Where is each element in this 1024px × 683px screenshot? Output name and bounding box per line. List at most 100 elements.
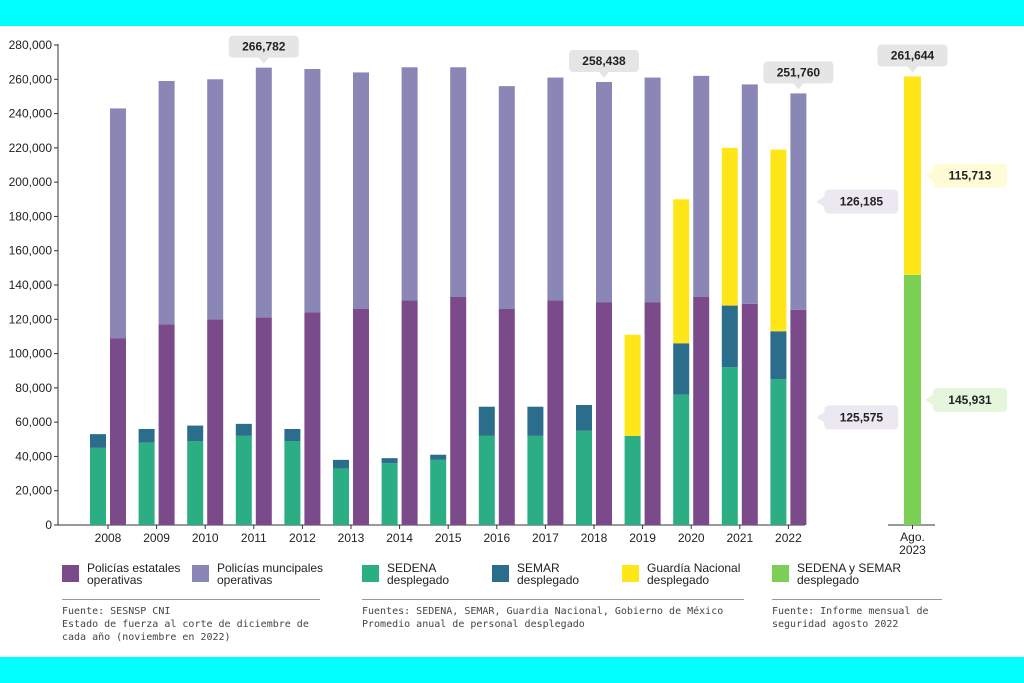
bar-segment (644, 77, 661, 303)
x-tick-label: 2018 (581, 531, 608, 545)
bar-segment (284, 441, 301, 525)
y-tick-label: 0 (45, 518, 52, 532)
x-tick-label: 2019 (629, 531, 656, 545)
value-callout-pointer (907, 66, 918, 73)
bar-segment (644, 302, 661, 525)
source-title: Fuente: SESNSP CNI (62, 606, 171, 617)
value-callout-label: 145,931 (948, 393, 992, 407)
bar-segment (235, 435, 252, 525)
y-tick-label: 140,000 (9, 278, 53, 292)
bar-segment (527, 406, 544, 436)
bar-segment (450, 297, 467, 525)
bar-segment (353, 309, 369, 525)
x-tick-label: 2014 (386, 531, 413, 545)
bar-segment (187, 425, 204, 441)
bar-segment (770, 149, 787, 332)
bar-segment (741, 84, 758, 304)
y-tick-label: 80,000 (15, 381, 52, 395)
x-tick-label: 2015 (435, 531, 462, 545)
value-callout-box (824, 405, 899, 430)
value-callout-box (763, 61, 834, 84)
bar-segment (673, 394, 690, 525)
bar-segment (741, 303, 758, 525)
value-callout-pointer (258, 57, 269, 64)
bar-segment (721, 147, 738, 306)
y-tick-label: 260,000 (9, 72, 53, 86)
x-tick-label: 2010 (192, 531, 219, 545)
value-callout-label: 115,713 (949, 169, 992, 183)
bar-segment (721, 305, 738, 368)
source-detail: Promedio anual de personal desplegado (362, 619, 585, 630)
bar-segment (596, 302, 612, 525)
bar-segment (770, 331, 787, 380)
x-tick-label: 2017 (532, 531, 559, 545)
bar-segment (90, 434, 106, 448)
legend-item-municipales: Policías muncipales operativas (192, 562, 323, 586)
legend-item-semar: SEMAR desplegado (492, 562, 579, 586)
source-note-forces: Fuentes: SEDENA, SEMAR, Guardia Nacional… (362, 605, 762, 631)
bar-segment (138, 442, 155, 525)
bar-segment (401, 67, 418, 301)
x-tick-label: 2016 (483, 531, 510, 545)
y-tick-label: 20,000 (15, 484, 52, 498)
bar-segment (624, 435, 641, 525)
source-note-police: Fuente: SESNSP CNI Estado de fuerza al c… (62, 605, 332, 644)
y-tick-label: 220,000 (9, 141, 53, 155)
value-callout-label: 251,760 (777, 65, 821, 79)
legend-label: SEDENA desplegado (387, 561, 450, 587)
legend-item-sedena: SEDENA desplegado (362, 562, 449, 586)
y-tick-label: 240,000 (9, 107, 53, 121)
bar-segment (547, 77, 564, 301)
y-tick-label: 120,000 (9, 312, 53, 326)
value-callout-label: 258,438 (582, 54, 626, 68)
bar-segment (90, 447, 106, 525)
value-callout-box (933, 387, 1007, 412)
x-tick-label: 2011 (241, 531, 267, 545)
value-callout-pointer (793, 83, 804, 90)
bar-segment (673, 199, 690, 344)
value-callout-label: 266,782 (242, 40, 286, 54)
bar-segment (110, 338, 126, 525)
source-divider (62, 599, 320, 600)
bar-segment (450, 67, 467, 298)
bar-segment (333, 459, 349, 469)
bar-segment (333, 468, 349, 525)
bar-segment (624, 334, 641, 436)
source-detail: Estado de fuerza al corte de diciembre d… (62, 619, 309, 643)
side-bar-segment (904, 76, 921, 275)
bar-segment (576, 405, 592, 431)
legend-label: SEMAR desplegado (517, 561, 580, 587)
legend-swatch (62, 565, 79, 582)
bar-segment (207, 79, 224, 320)
legend-swatch (192, 565, 209, 582)
legend-swatch (772, 565, 789, 582)
value-callout-label: 261,644 (891, 48, 935, 62)
bar-segment (770, 379, 787, 525)
bar-segment (693, 75, 710, 297)
x-tick-label: Ago. (900, 530, 925, 544)
bar-segment (255, 317, 272, 525)
value-callout-pointer (925, 393, 934, 406)
legend-item-sedena-semar: SEDENA y SEMAR desplegado (772, 562, 901, 586)
value-callout-box (824, 189, 899, 214)
x-tick-label: 2022 (775, 531, 802, 545)
bar-segment (527, 435, 544, 525)
bar-segment (304, 69, 321, 313)
side-bar-segment (904, 274, 921, 525)
bar-segment (478, 435, 495, 525)
legend-item-estatales: Policías estatales operativas (62, 562, 180, 586)
value-callout-label: 126,185 (840, 195, 884, 209)
legend-label: Policías estatales operativas (87, 561, 181, 587)
value-callout-pointer (816, 195, 826, 208)
bar-segment (430, 454, 447, 460)
legend-label: SEDENA y SEMAR desplegado (797, 561, 902, 587)
legend-label: Guardía Nacional desplegado (647, 561, 741, 587)
source-title: Fuente: Informe mensual de seguridad ago… (772, 606, 929, 630)
bar-segment (158, 324, 175, 525)
legend-swatch (362, 565, 379, 582)
bar-segment (693, 297, 710, 525)
x-tick-label: 2013 (338, 531, 365, 545)
bar-segment (207, 319, 224, 525)
bar-segment (138, 429, 155, 443)
